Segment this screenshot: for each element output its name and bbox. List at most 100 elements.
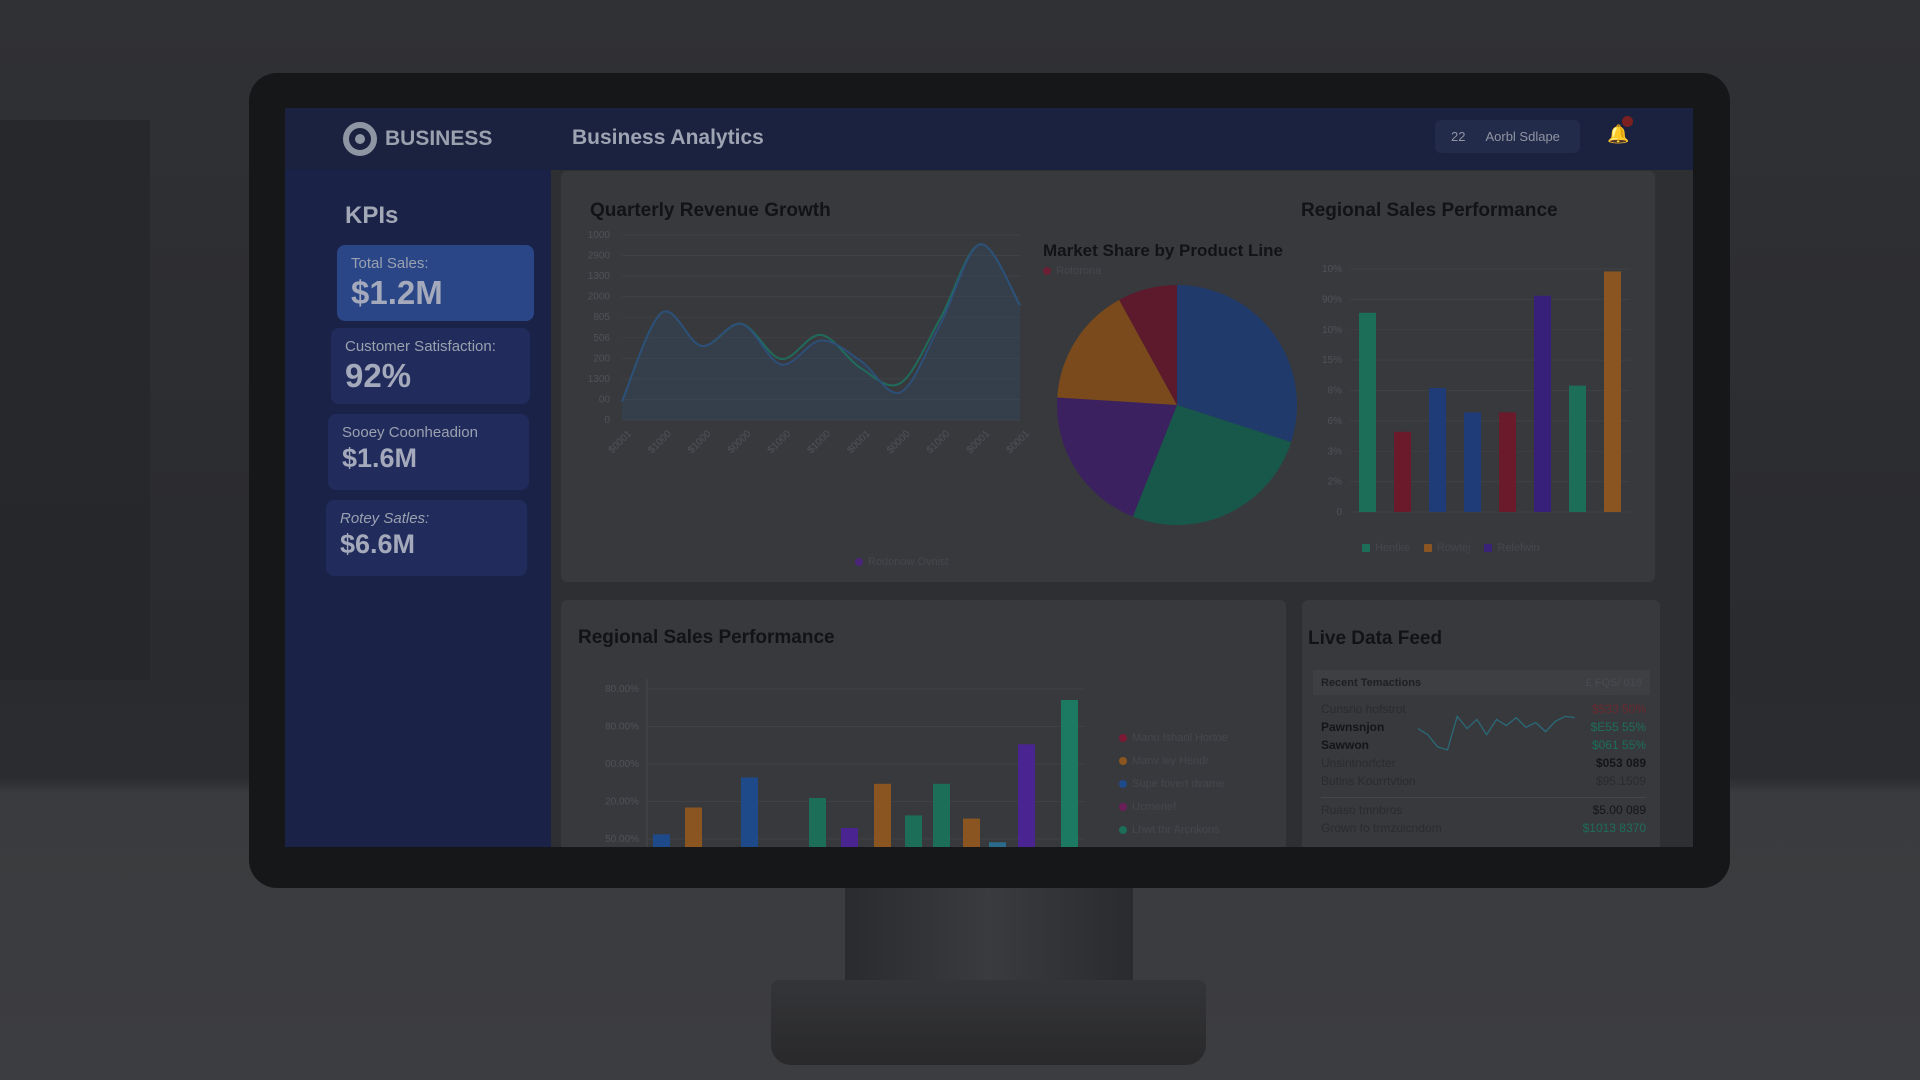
- regional-bottom-bar: [1061, 700, 1078, 847]
- regional-bottom-bar: [874, 783, 891, 847]
- kpi-card-3[interactable]: Sooey Coonheadion $1.6M: [328, 414, 529, 490]
- kpi-label: Sooey Coonheadion: [342, 424, 478, 441]
- x-tick-label: $1000: [646, 428, 674, 456]
- x-tick-label: $1000: [925, 428, 953, 456]
- y-tick-label: 00.00%: [605, 759, 639, 770]
- feed-row[interactable]: Ruaso tmnbros $5.00 089: [1321, 803, 1646, 817]
- bell-icon[interactable]: 🔔: [1607, 124, 1630, 144]
- regional-bottom-bar: [933, 783, 950, 847]
- line-legend-item: Rodonow Ovnist: [855, 556, 949, 568]
- feed-row[interactable]: Grown fo trmzuicndom $1013 8370: [1321, 821, 1646, 835]
- feed-row[interactable]: Unsintnorfcter $053 089: [1321, 756, 1646, 770]
- y-tick-label: 0: [1336, 507, 1342, 518]
- live-feed-title: Live Data Feed: [1308, 628, 1443, 649]
- kpi-value: 92%: [345, 357, 412, 394]
- y-tick-label: 20.00%: [605, 797, 639, 808]
- legend-item: Relefwin: [1484, 542, 1540, 554]
- y-tick-label: 1300: [588, 374, 611, 385]
- x-tick-label: $0001: [845, 428, 873, 456]
- feed-table-header: Recent Temactions £ FQS/ 018: [1313, 670, 1650, 695]
- y-tick-label: 3%: [1328, 446, 1343, 457]
- feed-list: Cunsrio hofstrot $533 50% Pawnsnjon $E55 5…: [1321, 702, 1646, 839]
- line-series-1: [621, 243, 1021, 402]
- background-window: [0, 120, 150, 680]
- regional-bottom-title: Regional Sales Performance: [578, 627, 835, 648]
- y-tick-label: 80.00%: [605, 722, 639, 733]
- regional-top-legend: Hentke Rowtej Relefwin: [1362, 542, 1540, 554]
- bottom-bar-card: [561, 600, 1286, 847]
- kpi-card-customer-satisfaction[interactable]: Customer Satisfaction: 92%: [331, 328, 530, 404]
- feed-row[interactable]: Cunsrio hofstrot $533 50%: [1321, 702, 1646, 716]
- regional-bottom-bar: [1018, 744, 1035, 847]
- kpi-card-total-sales[interactable]: Total Sales: $1.2M: [337, 245, 534, 321]
- kpi-sidebar: KPIs Total Sales: $1.2M Customer Satisfa…: [285, 170, 551, 847]
- feed-table-title: Recent Temactions: [1321, 676, 1422, 689]
- y-tick-label: 2%: [1328, 477, 1343, 488]
- feed-row[interactable]: Sawwon $061 55%: [1321, 738, 1646, 752]
- user-menu[interactable]: 22 Aorbl Sdlape: [1435, 120, 1580, 153]
- y-tick-label: 805: [593, 312, 610, 323]
- y-tick-label: 506: [593, 333, 610, 344]
- y-tick-label: 15%: [1322, 355, 1342, 366]
- x-tick-label: $0000: [726, 428, 754, 456]
- regional-top-bar: [1534, 295, 1551, 512]
- legend-item: Rowtej: [1423, 542, 1470, 554]
- legend-item: Ucmerief: [1119, 801, 1228, 813]
- y-tick-label: 50.00%: [605, 834, 639, 845]
- pie-slice: [1057, 397, 1177, 517]
- divider: [1321, 797, 1646, 798]
- y-tick-label: 2900: [588, 251, 611, 262]
- legend-item: Manv ley Hendr: [1119, 755, 1228, 767]
- legend-item: Hentke: [1362, 542, 1410, 554]
- x-tick-label: $1000: [686, 428, 714, 456]
- pie-legend-item: Rotorona: [1043, 265, 1101, 277]
- notification-badge: [1622, 116, 1633, 127]
- y-tick-label: 0: [604, 415, 610, 426]
- brand-logo[interactable]: BUSINESS: [343, 122, 492, 156]
- kpi-value: $1.6M: [342, 443, 418, 473]
- logo-icon: [343, 122, 377, 156]
- feed-row[interactable]: Butins Kourrtvtion $95.1509: [1321, 774, 1646, 788]
- top-header: BUSINESS Business Analytics 22 Aorbl Sdl…: [285, 108, 1693, 170]
- regional-bottom-bar: [741, 777, 758, 847]
- y-tick-label: 200: [593, 353, 610, 364]
- kpi-heading: KPIs: [345, 202, 399, 229]
- regional-bottom-bar: [653, 834, 670, 847]
- y-tick-label: 2000: [588, 292, 611, 303]
- regional-top-bar: [1464, 412, 1481, 512]
- y-tick-label: 90%: [1322, 294, 1342, 305]
- regional-bottom-bar: [685, 807, 702, 847]
- x-tick-label: $0000: [885, 428, 913, 456]
- kpi-card-4[interactable]: Rotey Satles: $6.6M: [326, 500, 527, 576]
- pie-slice: [1119, 285, 1177, 405]
- feed-row[interactable]: Pawnsnjon $E55 55%: [1321, 720, 1646, 734]
- y-tick-label: 6%: [1328, 416, 1343, 427]
- y-tick-label: 10%: [1322, 264, 1342, 275]
- y-tick-label: 80.00%: [605, 684, 639, 695]
- regional-top-bar: [1604, 271, 1621, 512]
- y-tick-label: 1000: [588, 230, 611, 241]
- legend-item: Supe fovert dvame: [1119, 778, 1228, 790]
- kpi-value: $6.6M: [340, 529, 416, 559]
- regional-top-title: Regional Sales Performance: [1301, 200, 1558, 221]
- kpi-value: $1.2M: [351, 274, 443, 311]
- regional-top-bar: [1359, 312, 1376, 512]
- regional-bottom-bar: [841, 828, 858, 847]
- regional-bottom-legend: Manu Ishaol Hortoe Manv ley Hendr Supe f…: [1119, 732, 1228, 836]
- line-area-fill: [622, 244, 1020, 420]
- pie-chart-title: Market Share by Product Line: [1043, 241, 1283, 260]
- pie-slice: [1057, 299, 1177, 405]
- x-tick-label: $1000: [766, 428, 794, 456]
- regional-top-bar: [1394, 431, 1411, 512]
- kpi-label: Total Sales:: [351, 255, 429, 272]
- x-tick-label: $0001: [1005, 428, 1033, 456]
- user-icon: 22: [1451, 129, 1466, 144]
- feed-sparkline: [1417, 715, 1576, 751]
- regional-top-bar: [1429, 388, 1446, 512]
- regional-bottom-bar: [905, 815, 922, 847]
- user-name: Aorbl Sdlape: [1485, 129, 1560, 144]
- regional-top-bar: [1569, 385, 1586, 512]
- pie-slice: [1177, 285, 1297, 443]
- x-tick-label: $1000: [806, 428, 834, 456]
